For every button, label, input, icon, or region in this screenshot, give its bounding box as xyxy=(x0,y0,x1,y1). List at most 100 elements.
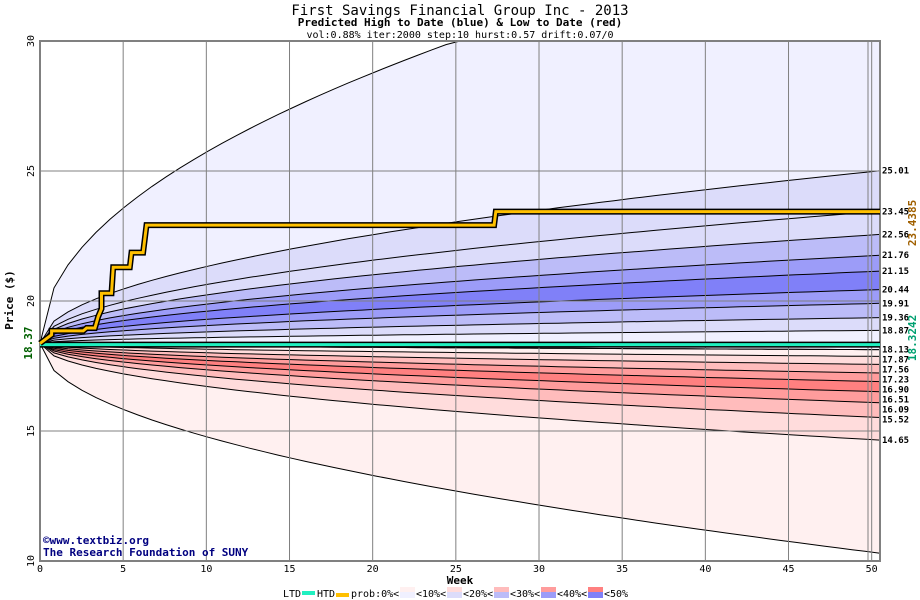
legend-item-label: <50% xyxy=(604,589,628,600)
x-tick-label: 5 xyxy=(120,564,126,575)
x-tick-label: 10 xyxy=(200,564,212,575)
low-quantile-curve xyxy=(39,342,881,383)
right-value-label: 20.44 xyxy=(882,286,910,296)
right-value-label: 21.15 xyxy=(882,267,909,277)
legend-item-label: <40%< xyxy=(557,589,587,600)
right-value-label: 14.65 xyxy=(882,436,909,446)
high-quantile-curve xyxy=(39,170,881,344)
low-band xyxy=(40,343,880,373)
quantile-curves xyxy=(39,40,881,554)
chart-title: First Savings Financial Group Inc - 2013 xyxy=(291,3,628,19)
htd-value-label: 23.4385 xyxy=(906,200,919,246)
legend-red-swatch xyxy=(447,587,462,592)
high-quantile-curve xyxy=(39,254,881,344)
low-quantile-curve xyxy=(39,342,881,418)
legend-blue-swatch xyxy=(541,592,556,598)
y-tick-label: 10 xyxy=(26,555,37,567)
low-quantile-curve xyxy=(39,342,881,365)
high-quantile-curve xyxy=(39,317,881,344)
x-tick-label: 40 xyxy=(699,564,711,575)
x-tick-label: 45 xyxy=(782,564,794,575)
right-value-label: 16.51 xyxy=(882,396,909,406)
y-tick-label: 30 xyxy=(26,35,37,47)
legend-red-swatch xyxy=(400,587,415,592)
legend-item-label: <20%< xyxy=(463,589,493,600)
y-tick-label: 20 xyxy=(26,295,37,307)
right-value-label: 22.56 xyxy=(882,230,909,240)
y-tick-label: 25 xyxy=(26,165,37,177)
x-tick-label: 0 xyxy=(37,564,43,575)
high-quantile-curve xyxy=(39,233,881,344)
high-band xyxy=(40,41,880,344)
axis-ticks: 0 5 10 15 20 25 30 35 40 45 50 10 15 20 25 30 xyxy=(26,35,878,575)
right-value-label: 19.91 xyxy=(882,299,909,309)
high-band xyxy=(40,234,880,344)
low-band xyxy=(40,343,880,365)
high-quantile-curve xyxy=(39,210,881,344)
x-tick-label: 20 xyxy=(367,564,379,575)
legend-htd-swatch xyxy=(336,593,349,597)
high-quantile-curve xyxy=(39,302,881,344)
x-tick-label: 15 xyxy=(283,564,295,575)
ltd-value-label: 18.3242 xyxy=(906,315,919,361)
low-quantile-curve xyxy=(39,343,881,554)
right-value-label: 17.56 xyxy=(882,366,909,376)
grid-lines xyxy=(39,40,881,562)
right-value-label: 15.52 xyxy=(882,416,909,426)
right-value-label: 17.87 xyxy=(882,356,909,366)
htd-line xyxy=(39,210,880,345)
low-quantile-curve xyxy=(39,343,881,441)
high-band xyxy=(40,289,880,344)
low-band xyxy=(40,343,880,382)
right-value-label: 21.76 xyxy=(882,251,909,261)
low-band xyxy=(40,343,880,403)
low-band xyxy=(40,343,880,554)
y-axis-label: Price ($) xyxy=(3,270,16,330)
right-value-label: 23.45 xyxy=(882,207,909,217)
legend-prob-label: prob:0%< xyxy=(351,589,399,600)
right-value-label: 16.90 xyxy=(882,386,909,396)
high-quantile-curve xyxy=(39,270,881,344)
chart-params: vol:0.88% iter:2000 step:10 hurst:0.57 d… xyxy=(306,30,613,41)
low-quantile-curve xyxy=(39,342,881,357)
low-quantile-curve xyxy=(39,342,881,393)
legend-red-swatch xyxy=(494,587,509,592)
legend-blue-swatch xyxy=(400,592,415,598)
high-quantile-curve xyxy=(39,329,881,344)
credit-foundation: The Research Foundation of SUNY xyxy=(43,546,249,559)
right-value-label: 16.09 xyxy=(882,406,909,416)
high-band xyxy=(40,211,880,344)
start-price-label: 18.37 xyxy=(22,326,35,359)
high-band xyxy=(40,303,880,344)
x-axis-label: Week xyxy=(447,574,474,587)
legend-item-label: <30%< xyxy=(510,589,540,600)
legend: LTD HTD prob:0%< <10%< <20%< <30%< <40%< <50% xyxy=(283,587,628,600)
legend-blue-swatch xyxy=(447,592,462,598)
right-value-label: 25.01 xyxy=(882,167,909,177)
high-band xyxy=(40,255,880,344)
legend-ltd-label: LTD xyxy=(283,589,301,600)
legend-htd-label: HTD xyxy=(317,589,335,600)
x-tick-label: 30 xyxy=(533,564,545,575)
low-band xyxy=(40,343,880,392)
x-tick-label: 50 xyxy=(866,564,878,575)
htd-ltd-lines xyxy=(38,208,880,348)
high-band xyxy=(40,271,880,344)
legend-red-swatch xyxy=(541,587,556,592)
x-tick-label: 25 xyxy=(450,564,462,575)
high-quantile-curve xyxy=(39,289,881,344)
credit-website: ©www.textbiz.org xyxy=(43,534,149,547)
chart-subtitle: Predicted High to Date (blue) & Low to D… xyxy=(298,16,623,29)
legend-blue-swatch xyxy=(588,592,603,598)
low-band xyxy=(40,343,880,441)
right-value-label: 18.13 xyxy=(882,346,909,356)
low-quantile-curve xyxy=(39,342,881,404)
low-quantile-curve xyxy=(39,342,881,374)
right-value-label: 18.87 xyxy=(882,326,909,336)
right-value-label: 19.36 xyxy=(882,314,909,324)
high-band xyxy=(40,317,880,344)
legend-item-label: <10%< xyxy=(416,589,446,600)
x-tick-label: 35 xyxy=(616,564,628,575)
legend-ltd-swatch xyxy=(302,591,315,595)
